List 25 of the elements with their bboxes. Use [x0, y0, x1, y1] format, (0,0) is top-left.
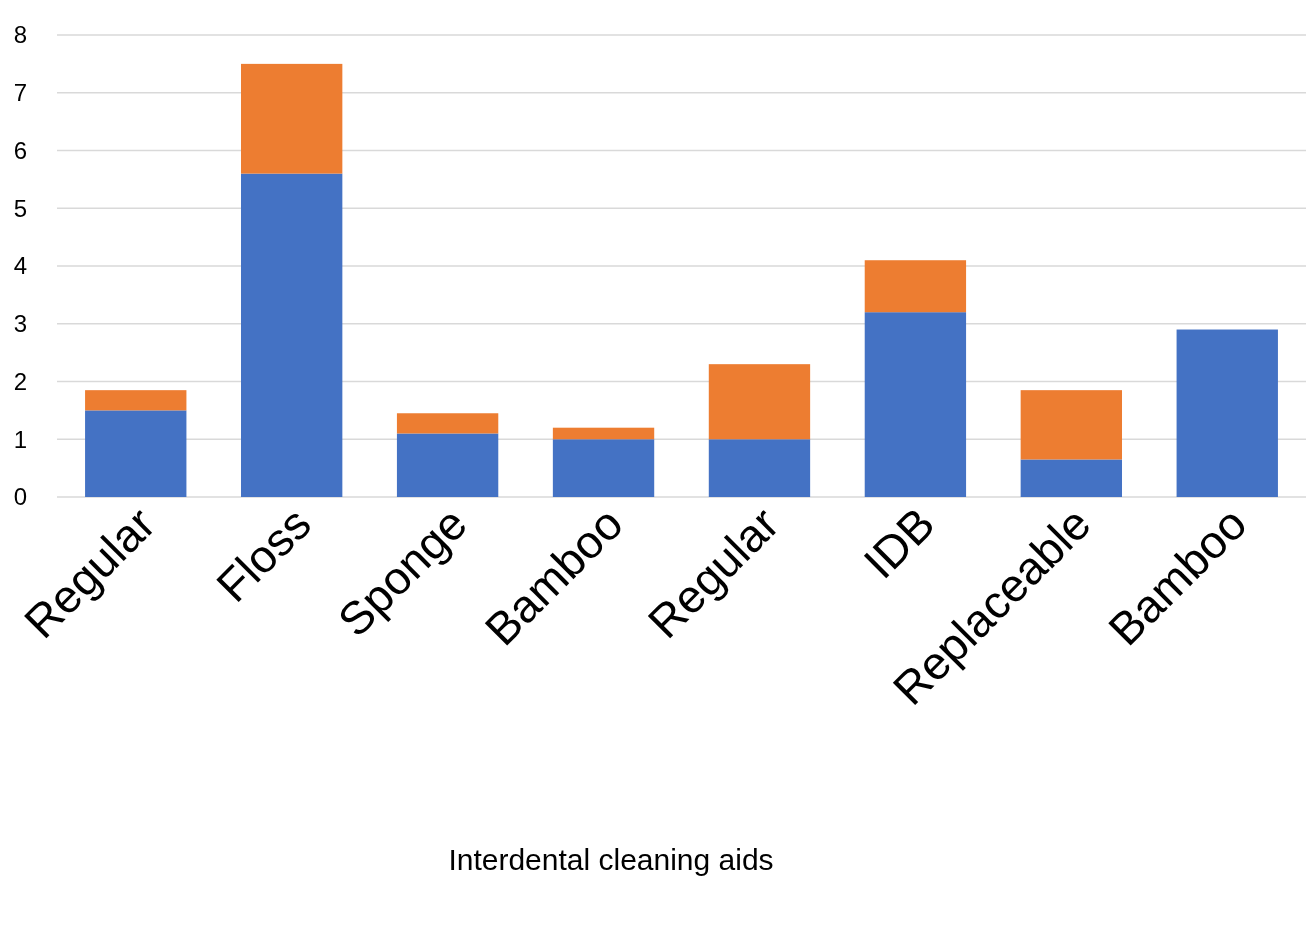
bar: [85, 390, 187, 411]
y-tick-label: 1: [13, 425, 27, 453]
bar: [396, 433, 499, 497]
bar: [85, 410, 187, 497]
bar: [864, 260, 967, 313]
y-tick-label: 8: [13, 21, 27, 49]
bar: [1020, 390, 1122, 460]
bar: [1020, 459, 1122, 497]
bar: [708, 364, 811, 440]
x-axis-title: Interdental cleaning aids: [448, 843, 774, 876]
bar: [552, 439, 655, 497]
bar: [1176, 329, 1278, 497]
y-tick-label: 3: [13, 310, 27, 338]
bar: [241, 63, 343, 174]
bar: [396, 413, 499, 434]
y-tick-label: 6: [13, 136, 27, 164]
bar: [241, 173, 343, 497]
bar: [552, 427, 655, 440]
y-tick-label: 7: [13, 79, 27, 107]
y-tick-label: 4: [13, 252, 27, 280]
bar: [708, 439, 811, 497]
y-tick-label: 2: [13, 367, 27, 395]
bar: [864, 312, 967, 497]
y-tick-label: 0: [13, 483, 27, 511]
y-tick-label: 5: [13, 194, 27, 222]
